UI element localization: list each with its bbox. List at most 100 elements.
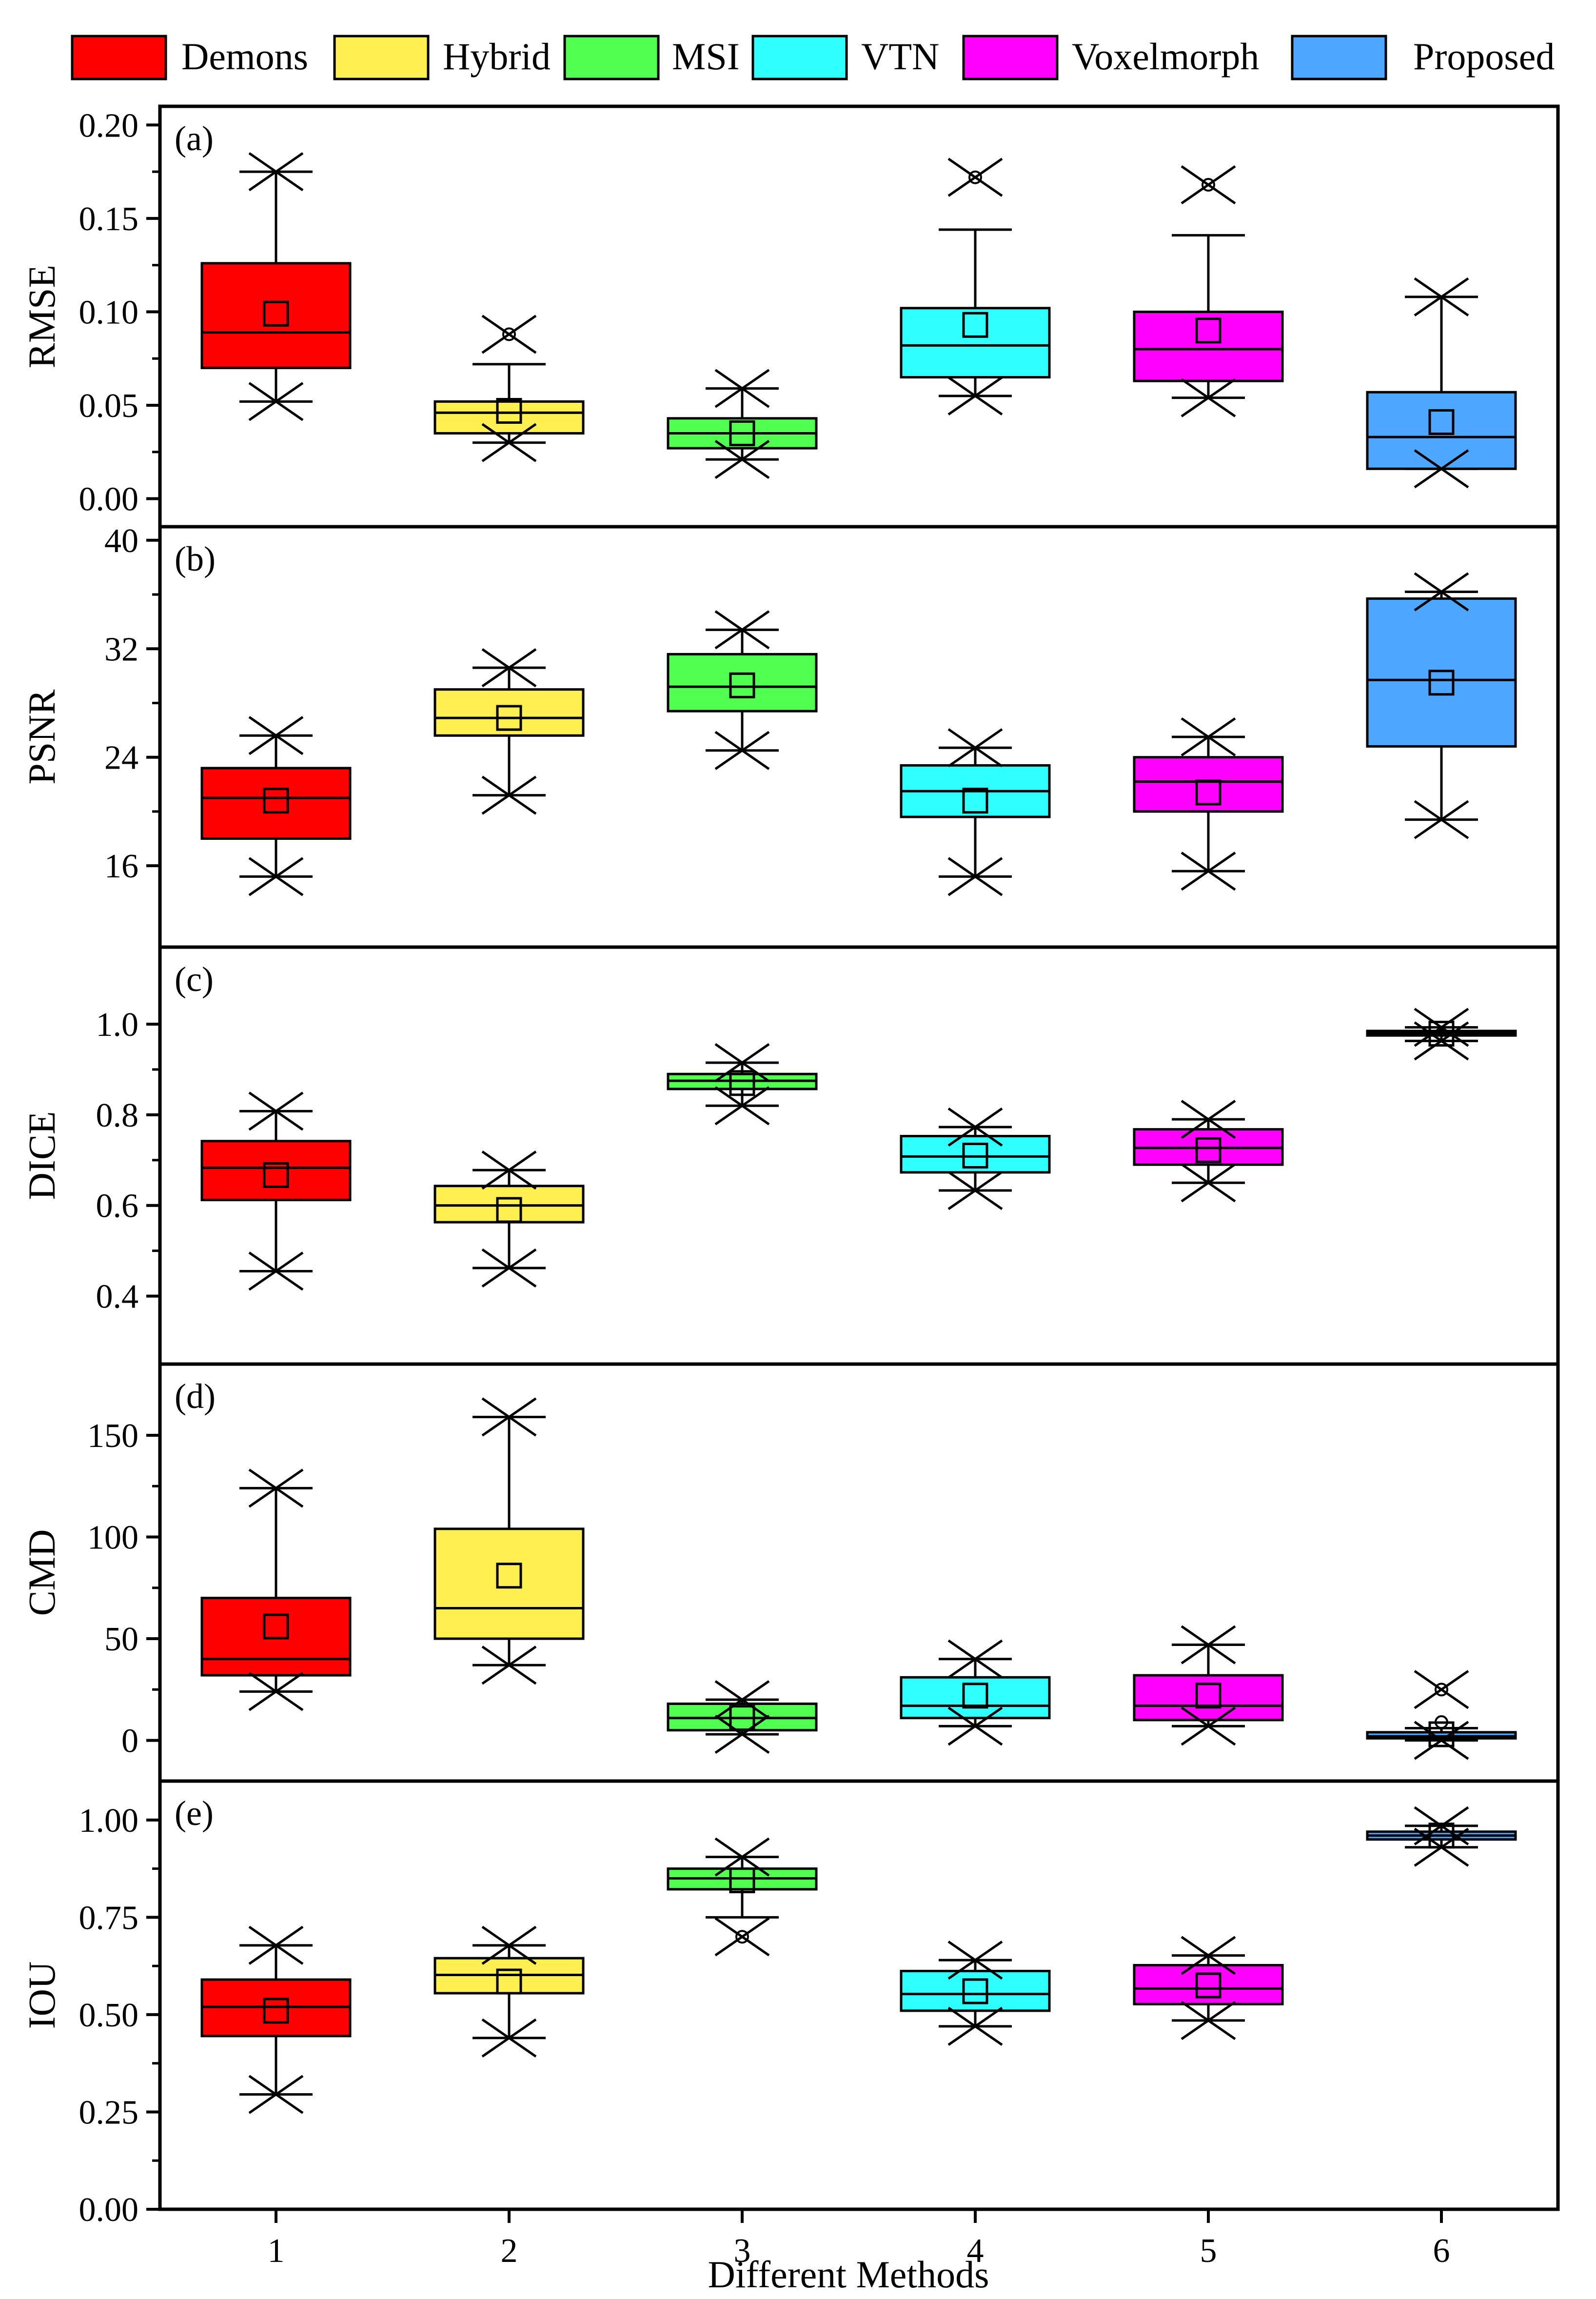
box-vtn bbox=[900, 728, 1051, 896]
y-tick-label: 1.00 bbox=[79, 1802, 139, 1840]
outlier-marker bbox=[735, 1930, 749, 1944]
box-iqr bbox=[433, 1185, 585, 1224]
box-demons bbox=[200, 1091, 352, 1291]
y-tick-label: 0.00 bbox=[79, 2191, 139, 2229]
box-iqr bbox=[1366, 597, 1517, 748]
x-tick-label: 2 bbox=[501, 2232, 518, 2270]
y-tick-label: 0.20 bbox=[79, 107, 139, 144]
box-vtn bbox=[900, 1107, 1051, 1210]
legend-swatch-msi bbox=[563, 35, 660, 80]
max-marker bbox=[481, 315, 537, 354]
y-tick-label: 0 bbox=[121, 1723, 138, 1760]
mean-marker bbox=[962, 1143, 988, 1169]
box-iqr bbox=[900, 307, 1051, 379]
box-proposed bbox=[1366, 1806, 1517, 1867]
outlier-marker bbox=[968, 170, 982, 184]
max-marker bbox=[1414, 1008, 1469, 1047]
legend-swatch-hybrid bbox=[333, 35, 430, 80]
y-axis-title: DICE bbox=[20, 1111, 63, 1200]
min-marker bbox=[248, 382, 304, 421]
mean-marker bbox=[729, 1070, 755, 1096]
min-marker bbox=[1181, 1163, 1236, 1203]
mean-marker bbox=[962, 1683, 988, 1709]
legend: Demons Hybrid MSI VTN Voxelmorph Proposed bbox=[71, 35, 1555, 80]
min-marker bbox=[1414, 449, 1469, 489]
mean-marker bbox=[962, 312, 988, 338]
box-demons bbox=[200, 1468, 352, 1711]
legend-label-vtn: VTN bbox=[861, 35, 939, 78]
min-marker bbox=[947, 2006, 1003, 2046]
box-proposed bbox=[1366, 277, 1517, 489]
panel-label: (a) bbox=[175, 119, 214, 158]
box-voxelmorph bbox=[1133, 1625, 1284, 1746]
box-iqr bbox=[900, 1970, 1051, 2012]
max-marker bbox=[947, 1941, 1003, 1980]
min-marker bbox=[481, 423, 537, 462]
mean-marker bbox=[496, 397, 522, 424]
min-marker bbox=[947, 376, 1003, 416]
max-marker bbox=[714, 1837, 770, 1877]
min-marker bbox=[1181, 852, 1236, 891]
mean-marker bbox=[496, 1197, 522, 1223]
y-axis-title: RMSE bbox=[20, 265, 63, 368]
panel-rmse: 0.00 0.05 0.10 0.15 0.20 RMSE (a) bbox=[20, 104, 1560, 529]
max-marker bbox=[947, 158, 1003, 197]
mean-marker bbox=[263, 1998, 289, 2024]
legend-label-msi: MSI bbox=[672, 35, 740, 78]
box-iqr bbox=[1133, 310, 1284, 382]
mean-marker bbox=[1195, 1972, 1222, 1999]
y-tick-label: 40 bbox=[104, 522, 138, 560]
max-marker bbox=[1181, 717, 1236, 757]
panel-label: (d) bbox=[175, 1377, 216, 1416]
box-vtn bbox=[900, 158, 1051, 416]
box-voxelmorph bbox=[1133, 717, 1284, 891]
mean-marker bbox=[1195, 1137, 1222, 1163]
outlier-marker bbox=[1435, 1715, 1448, 1729]
mean-marker bbox=[1428, 1721, 1455, 1747]
min-marker bbox=[248, 1672, 304, 1711]
min-marker bbox=[481, 2018, 537, 2058]
box-msi bbox=[667, 1043, 818, 1126]
box-proposed bbox=[1366, 572, 1517, 839]
panel-iou: 0.00 0.25 0.50 0.75 1.00 IOU (e) bbox=[20, 1779, 1560, 2229]
max-marker bbox=[248, 1925, 304, 1965]
box-iqr bbox=[200, 767, 352, 840]
y-tick-label: 0.4 bbox=[96, 1278, 139, 1316]
mean-marker bbox=[962, 1978, 988, 2004]
y-tick-label: 0.50 bbox=[79, 1997, 139, 2034]
max-marker bbox=[1181, 1936, 1236, 1975]
mean-marker bbox=[1195, 1683, 1222, 1709]
min-marker bbox=[1181, 1706, 1236, 1746]
min-marker bbox=[947, 1706, 1003, 1746]
box-voxelmorph bbox=[1133, 1100, 1284, 1203]
max-marker bbox=[947, 728, 1003, 768]
box-hybrid bbox=[433, 648, 585, 815]
max-marker bbox=[248, 1091, 304, 1131]
min-marker bbox=[481, 1248, 537, 1288]
max-marker bbox=[714, 1043, 770, 1083]
min-marker bbox=[947, 1171, 1003, 1210]
y-tick-label: 0.6 bbox=[96, 1188, 139, 1225]
min-marker bbox=[714, 440, 770, 479]
x-tick-label: 6 bbox=[1433, 2232, 1450, 2270]
mean-marker bbox=[729, 420, 755, 446]
max-marker bbox=[714, 610, 770, 650]
max-marker bbox=[1414, 277, 1469, 317]
y-tick-label: 100 bbox=[87, 1519, 138, 1557]
min-marker bbox=[1181, 2001, 1236, 2040]
max-marker bbox=[1181, 165, 1236, 204]
mean-marker bbox=[263, 300, 289, 327]
max-marker bbox=[947, 1107, 1003, 1147]
box-msi bbox=[667, 369, 818, 479]
mean-marker bbox=[729, 1705, 755, 1731]
min-marker bbox=[714, 1086, 770, 1126]
min-marker bbox=[714, 731, 770, 770]
legend-swatch-voxelmorph bbox=[962, 35, 1059, 80]
box-msi bbox=[667, 1680, 818, 1754]
mean-marker bbox=[1428, 409, 1455, 435]
x-axis-title: Different Methods bbox=[708, 2253, 989, 2296]
panel-frame bbox=[158, 1779, 1560, 2211]
min-marker bbox=[1414, 1721, 1469, 1760]
box-voxelmorph bbox=[1133, 1936, 1284, 2040]
box-iqr bbox=[433, 688, 585, 737]
